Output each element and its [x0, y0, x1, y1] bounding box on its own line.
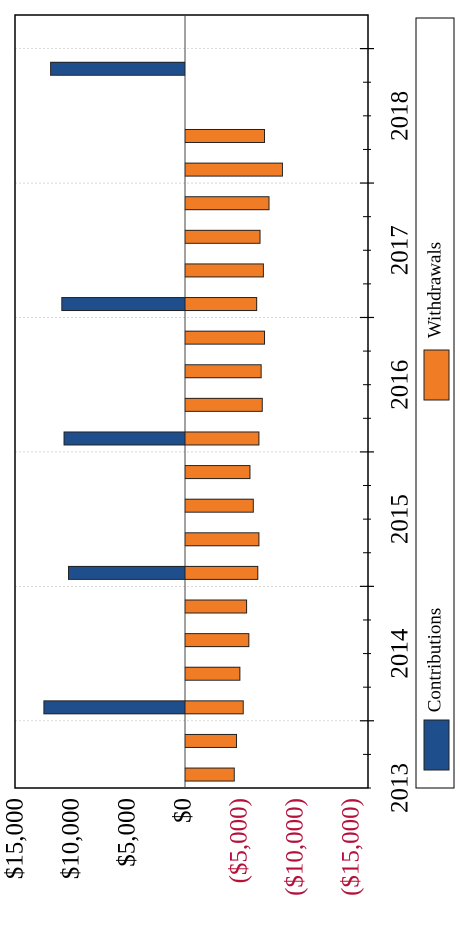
withdrawal-bar-8 [184, 498, 254, 513]
legend-box [415, 17, 455, 789]
withdrawal-bar-16 [184, 229, 261, 244]
x-tick-label-2015: 2015 [387, 494, 414, 544]
withdrawal-bar-9 [184, 465, 251, 480]
x-tick-label-2017: 2017 [387, 225, 414, 275]
legend-swatch-0 [423, 719, 450, 771]
withdrawal-bar-2 [184, 700, 244, 715]
withdrawal-bar-12 [184, 364, 262, 379]
y-tick-label-4: ($5,000) [226, 798, 253, 883]
withdrawal-bar-17 [184, 196, 270, 211]
y-tick-labels-group: $15,000 $10,000 $5,000 $0 ($5,000) ($10,000) (… [2, 798, 365, 896]
legend: Contributions Withdrawals [415, 17, 455, 789]
x-ticks-group [360, 48, 374, 789]
x-tick-label-2016: 2016 [387, 360, 414, 410]
contribution-bar-0 [43, 700, 186, 715]
contribution-bar-2 [63, 431, 186, 446]
withdrawal-bar-1 [184, 733, 238, 748]
withdrawal-bar-11 [184, 397, 263, 412]
withdrawal-bar-18 [184, 162, 283, 177]
legend-swatch-1 [423, 349, 450, 401]
withdrawal-bar-15 [184, 263, 264, 278]
y-tick-label-5: ($10,000) [282, 798, 309, 896]
withdrawal-bar-4 [184, 633, 250, 648]
plot-frame [14, 14, 369, 789]
x-tick-labels-group: 2013 2014 2015 2016 2017 2018 [387, 91, 414, 813]
legend-label-1: Withdrawals [424, 242, 445, 338]
contribution-bar-3 [61, 297, 186, 312]
x-tick-label-2014: 2014 [387, 628, 414, 679]
x-tick-label-2013: 2013 [387, 763, 414, 813]
withdrawal-bar-5 [184, 599, 248, 614]
y-tick-label-1: $10,000 [58, 798, 85, 879]
withdrawal-bar-6 [184, 565, 259, 580]
withdrawal-bar-7 [184, 532, 260, 547]
withdrawal-bar-14 [184, 297, 258, 312]
y-tick-label-0: $15,000 [2, 798, 29, 879]
withdrawal-bar-3 [184, 666, 241, 681]
bars-group [43, 61, 283, 782]
withdrawal-bar-0 [184, 767, 235, 782]
contribution-bar-1 [68, 565, 186, 580]
x-tick-label-2018: 2018 [387, 91, 414, 141]
withdrawal-bar-19 [184, 128, 266, 143]
contribution-bar-4 [50, 61, 186, 76]
gridlines [15, 48, 368, 722]
y-tick-label-3: $0 [170, 798, 197, 823]
legend-label-0: Contributions [424, 608, 445, 713]
withdrawal-bar-10 [184, 431, 260, 446]
withdrawal-bar-13 [184, 330, 266, 345]
y-tick-label-6: ($15,000) [338, 798, 365, 896]
y-tick-label-2: $5,000 [114, 798, 141, 867]
